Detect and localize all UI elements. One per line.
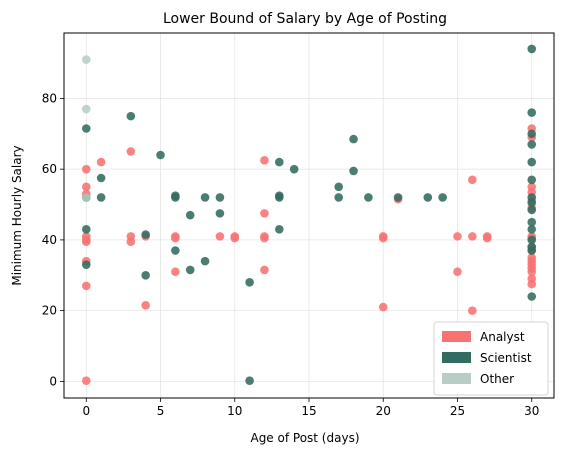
other-point [81, 193, 91, 202]
scientist-point [171, 246, 180, 255]
scientist-point [215, 193, 225, 202]
scientist-point [200, 256, 210, 266]
chart-title: Lower Bound of Salary by Age of Posting [163, 11, 447, 27]
scientist-point [527, 217, 537, 227]
x-tick-label: 20 [376, 404, 391, 418]
legend-swatch-analyst [442, 331, 471, 342]
scientist-point [527, 140, 537, 149]
analyst-point [230, 233, 240, 243]
scientist-point [527, 129, 537, 139]
analyst-point [126, 147, 136, 156]
x-tick-label: 5 [157, 404, 165, 418]
y-axis-label: Minimum Hourly Salary [10, 145, 24, 285]
analyst-point [260, 265, 269, 275]
analyst-point [527, 267, 537, 277]
x-tick-label: 0 [82, 404, 90, 418]
analyst-point [81, 281, 91, 291]
scientist-point [527, 108, 537, 117]
legend-swatch-scientist [442, 352, 471, 363]
scientist-point [275, 224, 284, 234]
analyst-point [215, 232, 225, 241]
analyst-point [378, 302, 388, 312]
scientist-point [200, 193, 210, 202]
data-points [81, 44, 537, 385]
x-axis-label: Age of Post (days) [250, 431, 359, 445]
scientist-point [275, 191, 284, 200]
scientist-point [96, 173, 106, 183]
analyst-point [378, 233, 388, 243]
x-tick-label: 10 [227, 404, 242, 418]
scientist-point [334, 182, 343, 192]
legend-swatch-other [442, 373, 471, 384]
analyst-point [468, 306, 477, 315]
scientist-point [81, 124, 91, 133]
scientist-point [527, 44, 537, 54]
scientist-point [527, 205, 537, 215]
scientist-point [527, 235, 537, 245]
scientist-point [349, 134, 358, 144]
scientist-point [245, 278, 254, 287]
scientist-point [289, 164, 299, 174]
analyst-point [260, 156, 269, 165]
scientist-point [185, 210, 195, 220]
scientist-point [275, 157, 284, 167]
analyst-point [81, 164, 91, 174]
scientist-point [215, 209, 225, 218]
scientist-point [96, 193, 106, 202]
analyst-point [468, 175, 477, 185]
x-tick-label: 30 [524, 404, 539, 418]
scientist-point [141, 270, 150, 280]
scientist-point [245, 376, 254, 385]
scientist-point [527, 224, 537, 234]
scientist-point [171, 191, 180, 200]
legend-label-scientist: Scientist [480, 351, 532, 365]
analyst-point [81, 182, 91, 192]
scientist-point [81, 224, 91, 234]
analyst-point [527, 279, 537, 289]
analyst-point [453, 267, 462, 277]
other-point [81, 104, 91, 114]
legend: Analyst Scientist Other [433, 321, 549, 396]
analyst-point [126, 237, 136, 246]
scientist-point [527, 292, 537, 301]
legend-label-other: Other [480, 372, 514, 386]
scientist-point [438, 193, 447, 202]
y-tick-label: 0 [49, 374, 57, 388]
scientist-point [527, 198, 537, 208]
scientist-point [334, 193, 343, 202]
legend-label-analyst: Analyst [480, 330, 525, 344]
analyst-point [171, 267, 180, 277]
analyst-point [260, 209, 269, 218]
analyst-point [96, 157, 106, 167]
analyst-point [171, 233, 180, 243]
analyst-point [453, 232, 462, 241]
y-tick-label: 60 [42, 162, 57, 176]
scientist-point [185, 265, 195, 275]
scientist-point [126, 111, 136, 121]
scientist-point [393, 193, 403, 202]
scientist-point [81, 260, 91, 269]
analyst-point [468, 232, 477, 241]
scientist-point [527, 157, 537, 167]
scientist-point [364, 193, 373, 202]
analyst-point [81, 376, 91, 385]
analyst-point [141, 301, 150, 310]
y-tick-label: 80 [42, 91, 57, 105]
analyst-point [260, 233, 269, 243]
other-point [81, 55, 91, 64]
analyst-point [482, 233, 492, 243]
analyst-point [81, 237, 91, 246]
x-tick-label: 25 [450, 404, 465, 418]
scientist-point [527, 175, 537, 185]
scientist-point [156, 150, 165, 160]
scientist-point [141, 230, 150, 239]
y-tick-label: 40 [42, 233, 57, 247]
axis-ticks: 0 5 10 15 20 25 30 0 20 40 60 80 [42, 91, 540, 418]
scientist-point [349, 166, 358, 176]
scientist-point [527, 246, 537, 255]
y-tick-label: 20 [42, 304, 57, 318]
x-tick-label: 15 [301, 404, 316, 418]
scientist-point [423, 193, 433, 202]
